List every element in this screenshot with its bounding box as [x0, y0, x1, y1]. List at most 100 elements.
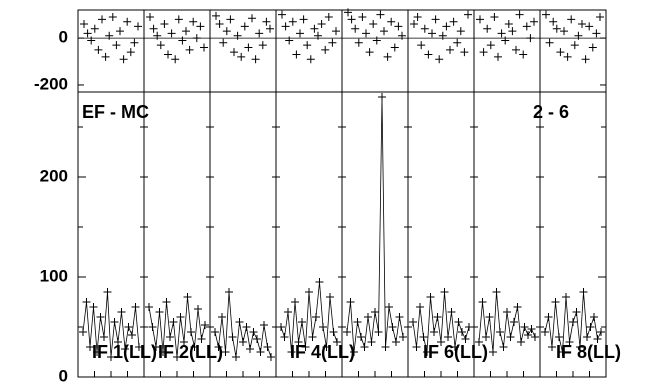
top-point	[545, 38, 554, 47]
top-point	[424, 50, 433, 59]
bottom-point	[517, 338, 525, 346]
top-point	[515, 10, 524, 19]
bottom-point	[593, 335, 602, 343]
bottom-point	[333, 338, 341, 346]
top-point	[310, 24, 319, 33]
bottom-point	[565, 338, 574, 346]
top-point	[101, 52, 110, 61]
bottom-point	[145, 303, 153, 311]
bottom-point	[426, 293, 435, 301]
bottom-point	[419, 333, 428, 341]
bottom-point	[249, 328, 258, 336]
bottom-point	[499, 343, 508, 351]
bottom-point	[520, 323, 529, 331]
bottom-point	[461, 335, 470, 343]
top-point	[156, 41, 165, 50]
bottom-point	[343, 328, 351, 336]
bottom-point	[232, 353, 240, 361]
bottom-point	[173, 353, 181, 361]
bottom-point	[260, 321, 268, 329]
bottom-point	[315, 278, 324, 286]
top-point	[560, 27, 568, 36]
top-point	[588, 43, 597, 52]
top-point	[501, 36, 510, 45]
bottom-point	[301, 343, 310, 351]
bottom-point	[190, 343, 199, 351]
bottom-point	[256, 348, 265, 356]
top-point	[200, 43, 208, 52]
top-point	[119, 55, 128, 64]
bottom-point	[280, 333, 289, 341]
top-point	[281, 22, 290, 31]
bottom-point	[548, 343, 556, 351]
top-point	[526, 34, 535, 43]
bottom-point	[326, 293, 334, 301]
bottom-point	[492, 288, 501, 296]
bottom-point	[381, 343, 390, 351]
bottom-series-3	[211, 288, 275, 361]
bottom-point	[267, 353, 275, 361]
top-point	[376, 10, 385, 19]
bottom-point	[572, 308, 581, 316]
bottom-point	[246, 345, 254, 353]
bottom-point	[555, 333, 563, 341]
bottom-point	[569, 318, 577, 326]
top-point	[460, 48, 469, 57]
top-point	[292, 50, 301, 59]
bottom-point	[367, 338, 376, 346]
bottom-point	[135, 343, 143, 351]
top-point	[390, 43, 399, 52]
baseline-label: EF - MC	[82, 102, 149, 122]
top-point	[519, 50, 528, 59]
top-point	[504, 20, 513, 29]
top-point	[563, 52, 572, 61]
top-point	[306, 55, 315, 64]
bottom-point	[353, 318, 362, 326]
bottom-point	[107, 353, 115, 361]
top-point	[530, 17, 538, 26]
top-point	[438, 31, 447, 40]
bottom-point	[374, 328, 383, 336]
top-point	[83, 29, 92, 38]
bottom-point	[253, 335, 261, 343]
top-series-4	[278, 10, 340, 64]
bottom-point	[100, 333, 108, 341]
bottom-point	[478, 298, 487, 306]
bottom-point	[319, 323, 327, 331]
top-series-1	[80, 13, 142, 64]
bottom-point	[162, 298, 171, 306]
bottom-point	[350, 348, 358, 356]
top-point	[134, 22, 142, 31]
bottom-point	[312, 313, 320, 321]
bottom-point	[284, 308, 292, 316]
top-point	[570, 41, 579, 50]
bottom-series-7	[475, 288, 539, 356]
bottom-point	[503, 308, 511, 316]
top-ytick-0: 0	[59, 28, 68, 47]
bottom-point	[364, 313, 372, 321]
top-point	[248, 14, 256, 23]
bottom-point	[152, 343, 160, 351]
top-point	[464, 10, 472, 19]
bottom-point	[412, 343, 421, 351]
bottom-point	[489, 348, 497, 356]
top-point	[508, 27, 517, 36]
bottom-point	[586, 323, 595, 331]
top-point	[278, 10, 286, 19]
top-point	[351, 24, 360, 33]
top-point	[567, 15, 576, 24]
top-series-3	[212, 11, 274, 64]
bottom-point	[211, 328, 219, 336]
top-point	[592, 29, 601, 38]
top-point	[299, 15, 308, 24]
top-point	[255, 29, 264, 38]
bottom-series-8	[541, 288, 605, 356]
bottom-point	[166, 333, 174, 341]
bottom-point	[360, 343, 369, 351]
top-point	[153, 31, 162, 40]
bottom-point	[124, 323, 133, 331]
top-point	[233, 31, 242, 40]
top-series-8	[542, 10, 604, 64]
bottom-point	[544, 313, 553, 321]
